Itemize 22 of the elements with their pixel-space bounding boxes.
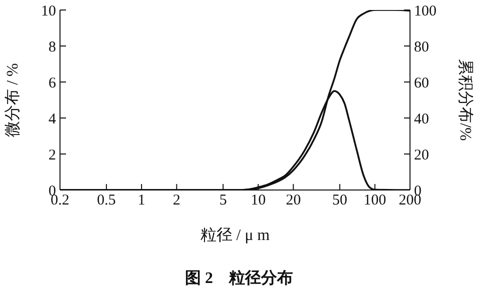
y-tick-label: 8	[48, 39, 56, 56]
y-tick-label: 4	[48, 111, 56, 128]
x-axis-title: 粒径 / μ m	[200, 227, 270, 244]
x-tick-label: 0.5	[97, 192, 116, 209]
x-tick-label: 10	[250, 192, 266, 209]
y-axis-title: 微分布 / %	[4, 63, 22, 137]
y-tick-label: 2	[48, 147, 56, 164]
x-tick-label: 5	[219, 192, 227, 209]
y2-tick-label: 40	[414, 111, 429, 128]
x-tick-label: 2	[172, 192, 180, 209]
y2-tick-label: 80	[414, 39, 429, 56]
x-tick-label: 1	[138, 192, 146, 209]
y-tick-label: 10	[41, 3, 56, 20]
y2-tick-label: 60	[414, 75, 429, 92]
y2-tick-label: 100	[414, 3, 436, 20]
y-tick-label: 6	[48, 75, 56, 92]
x-tick-label: 20	[286, 192, 301, 209]
y2-axis-title: 累积分布/%	[456, 59, 474, 141]
y2-tick-label: 20	[414, 147, 429, 164]
x-tick-label: 100	[364, 192, 386, 209]
text: 图 2 粒径分布	[184, 268, 294, 289]
x-tick-label: 50	[332, 192, 348, 209]
